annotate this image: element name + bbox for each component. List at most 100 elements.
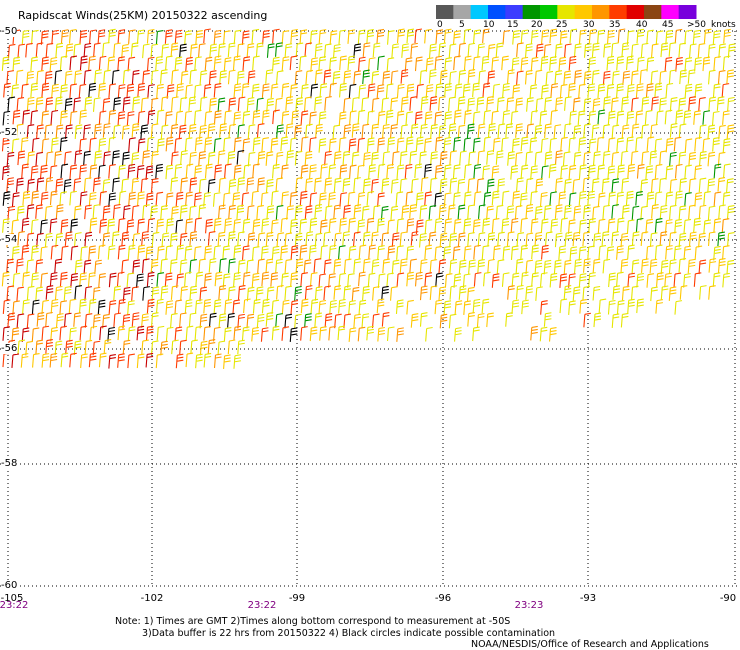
wind-barb xyxy=(428,205,437,220)
wind-barb xyxy=(256,97,264,113)
wind-barb xyxy=(194,217,202,233)
wind-barb xyxy=(328,138,337,153)
wind-barb xyxy=(674,218,682,234)
wind-barb xyxy=(88,82,96,98)
wind-barb xyxy=(362,42,371,57)
wind-barb xyxy=(453,218,462,234)
wind-barb xyxy=(434,55,443,71)
wind-barb xyxy=(161,232,170,248)
wind-barb xyxy=(348,83,357,99)
wind-barb xyxy=(611,124,620,140)
wind-barb xyxy=(495,204,504,220)
wind-barb xyxy=(492,137,501,153)
wind-barb xyxy=(510,245,519,260)
wind-barb xyxy=(434,164,443,180)
wind-barb xyxy=(156,109,165,125)
wind-barb xyxy=(419,204,428,220)
wind-barb xyxy=(155,298,164,314)
wind-barb xyxy=(582,285,590,301)
wind-barb xyxy=(544,151,553,166)
wind-barb xyxy=(660,259,669,275)
wind-barb xyxy=(487,122,496,138)
wind-barb xyxy=(348,300,356,315)
map-title: Rapidscat Winds(25KM) 20150322 ascending xyxy=(18,9,268,22)
wind-barb xyxy=(150,69,159,85)
wind-barb xyxy=(15,69,24,85)
wind-barb xyxy=(255,42,264,57)
wind-barb xyxy=(588,28,597,44)
wind-barb xyxy=(89,217,98,233)
wind-barb xyxy=(669,151,677,167)
wind-barb xyxy=(520,164,529,180)
wind-barb xyxy=(655,299,663,314)
wind-barb xyxy=(294,124,302,140)
wind-barb xyxy=(146,298,155,314)
wind-barb xyxy=(241,30,250,45)
wind-barb xyxy=(578,29,587,45)
wind-barb xyxy=(83,42,92,58)
wind-barb xyxy=(131,286,139,301)
wind-barb xyxy=(328,244,337,260)
wind-barb xyxy=(219,70,227,85)
wind-barb xyxy=(59,191,67,206)
wind-barb xyxy=(26,204,35,219)
wind-barb xyxy=(84,96,92,112)
wind-barb xyxy=(688,178,697,193)
wind-barb xyxy=(707,124,716,140)
wind-barb xyxy=(40,219,48,234)
wind-barb xyxy=(698,232,706,248)
wind-barb xyxy=(549,191,557,206)
wind-barb xyxy=(583,151,591,167)
wind-barb xyxy=(592,97,601,113)
wind-barb xyxy=(399,178,408,193)
wind-barb xyxy=(190,339,198,355)
wind-barb xyxy=(78,83,87,99)
wind-barb xyxy=(223,137,231,152)
wind-barb xyxy=(2,165,10,180)
wind-barb xyxy=(438,259,447,274)
wind-barb xyxy=(15,258,24,273)
wind-barb xyxy=(251,28,260,44)
wind-barb xyxy=(179,259,188,274)
wind-barb xyxy=(233,271,241,287)
legend-swatch xyxy=(436,5,454,19)
wind-barb xyxy=(678,232,687,248)
wind-barb xyxy=(650,286,658,302)
wind-barb xyxy=(70,218,78,234)
wind-barb xyxy=(7,205,16,221)
wind-barb xyxy=(35,259,43,274)
wind-barb xyxy=(156,245,165,261)
wind-barb xyxy=(12,109,21,125)
wind-barb xyxy=(165,245,173,260)
wind-barb xyxy=(217,204,226,220)
wind-barb xyxy=(665,82,674,98)
wind-barb xyxy=(515,177,524,192)
wind-barb xyxy=(424,244,432,260)
wind-barb xyxy=(454,327,462,342)
wind-barb xyxy=(591,178,600,193)
wind-barb xyxy=(603,96,611,111)
wind-barb xyxy=(683,273,691,288)
wind-barb xyxy=(645,165,653,180)
wind-barb xyxy=(127,353,135,369)
wind-barb xyxy=(347,55,356,71)
wind-barb xyxy=(328,164,336,179)
wind-barb xyxy=(195,29,203,45)
wind-barb xyxy=(483,110,491,125)
wind-barb xyxy=(645,83,654,98)
wind-barb xyxy=(2,191,11,206)
wind-barb xyxy=(405,191,414,206)
wind-barb xyxy=(621,204,630,220)
wind-barb xyxy=(688,151,696,167)
wind-barb xyxy=(520,271,529,287)
legend-swatch xyxy=(644,5,662,19)
wind-barb xyxy=(63,151,72,166)
wind-barb xyxy=(233,137,242,152)
wind-barb xyxy=(203,83,212,99)
wind-barb xyxy=(396,272,405,288)
wind-barb xyxy=(410,313,419,328)
wind-barb xyxy=(247,70,256,85)
lat-label-60: -60 xyxy=(1,580,18,591)
wind-barb xyxy=(299,55,307,71)
wind-barb xyxy=(60,352,69,368)
